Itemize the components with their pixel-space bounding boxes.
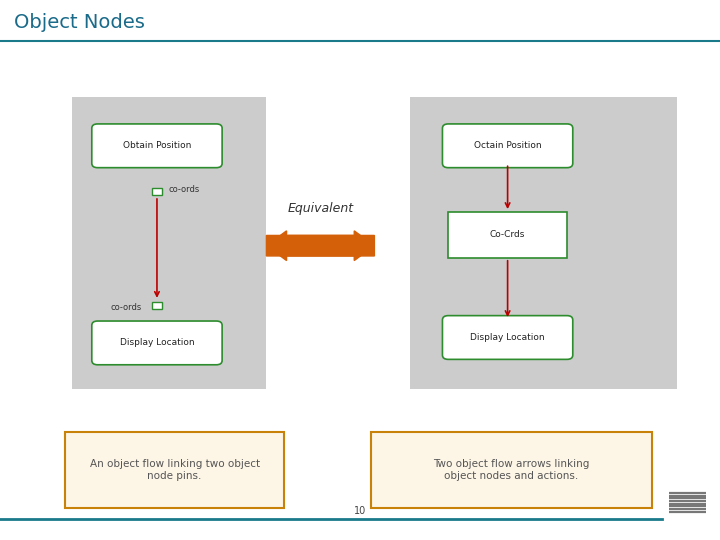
- Bar: [371, 432, 652, 508]
- Bar: [65, 432, 284, 508]
- Text: Two object flow arrows linking
object nodes and actions.: Two object flow arrows linking object no…: [433, 459, 590, 481]
- FancyArrow shape: [266, 231, 374, 260]
- FancyArrow shape: [266, 231, 374, 260]
- Text: Equivalent: Equivalent: [287, 202, 354, 215]
- FancyBboxPatch shape: [442, 124, 572, 167]
- Text: Object Nodes: Object Nodes: [14, 14, 145, 32]
- Text: Display Location: Display Location: [120, 339, 194, 347]
- Bar: [153, 301, 162, 309]
- Bar: [153, 188, 162, 195]
- Text: co-ords: co-ords: [168, 185, 199, 193]
- Bar: [72, 97, 266, 389]
- Bar: [448, 212, 567, 258]
- Text: Display Location: Display Location: [470, 333, 545, 342]
- FancyBboxPatch shape: [92, 124, 222, 167]
- FancyBboxPatch shape: [442, 315, 572, 360]
- FancyBboxPatch shape: [92, 321, 222, 365]
- Text: Octain Position: Octain Position: [474, 141, 541, 150]
- Text: An object flow linking two object
node pins.: An object flow linking two object node p…: [89, 459, 260, 481]
- Text: Obtain Position: Obtain Position: [123, 141, 191, 150]
- Bar: [410, 97, 677, 389]
- Text: 10: 10: [354, 505, 366, 516]
- Text: co-ords: co-ords: [110, 303, 141, 312]
- Text: Co-Crds: Co-Crds: [490, 231, 526, 239]
